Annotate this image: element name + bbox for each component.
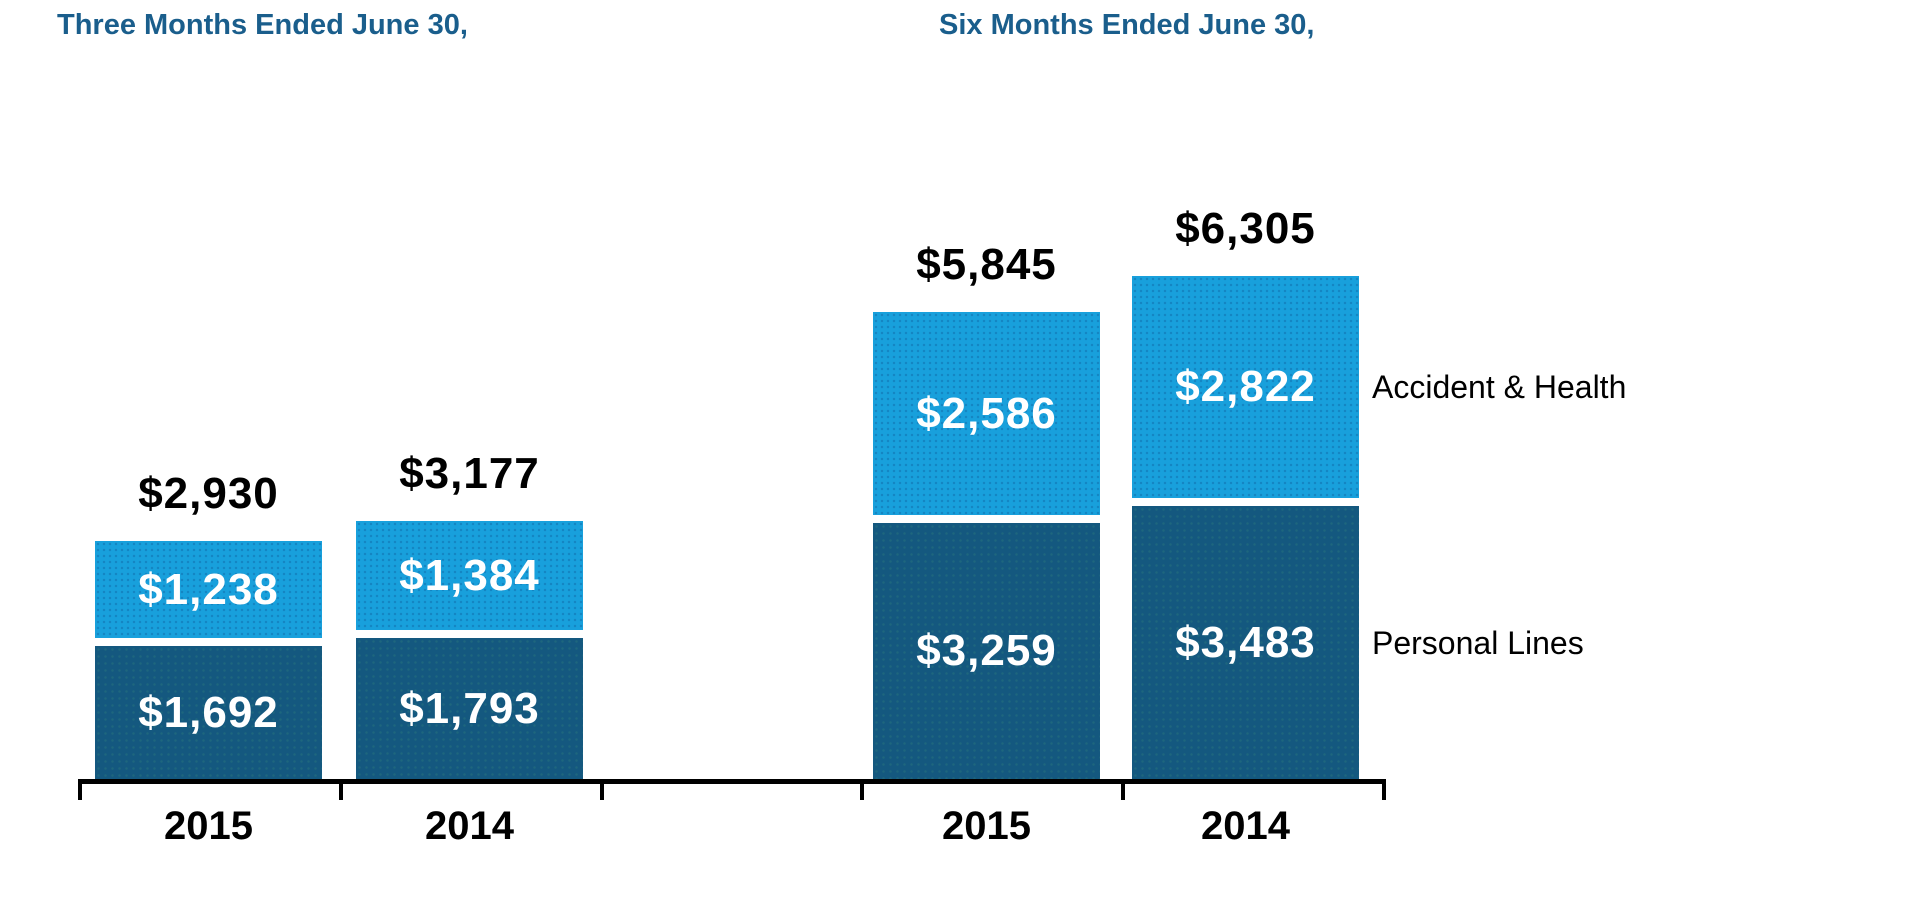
x-axis-tick (600, 784, 604, 800)
bar-total-label: $2,930 (138, 469, 279, 518)
bar-segment-accident-health-2014-group1: $1,384 (356, 521, 583, 630)
x-axis-tick (1121, 784, 1125, 800)
x-axis-tick (860, 784, 864, 800)
legend-personal-lines-label: Personal Lines (1372, 625, 1584, 661)
x-axis-label-2015-group1: 2015 (164, 804, 253, 848)
segment-value-label: $2,822 (1175, 362, 1316, 411)
x-axis-label-2015-group2: 2015 (942, 804, 1031, 848)
legend-accident-health-label: Accident & Health (1372, 369, 1627, 405)
x-axis-tick (1382, 784, 1386, 800)
bar-segment-accident-health-2014-group2: $2,822 (1132, 276, 1359, 498)
bar-total-label: $3,177 (399, 449, 540, 498)
x-axis-tick (78, 784, 82, 800)
segment-value-label: $3,259 (916, 626, 1057, 675)
bar-segment-accident-health-2015-group2: $2,586 (873, 312, 1100, 515)
x-axis-line (78, 779, 1386, 784)
bar-segment-personal-lines-2015-group1: $1,692 (95, 646, 322, 779)
bar-total-label: $6,305 (1175, 204, 1316, 253)
bar-segment-personal-lines-2014-group2: $3,483 (1132, 506, 1359, 779)
bar-segment-personal-lines-2014-group1: $1,793 (356, 638, 583, 779)
segment-value-label: $1,384 (399, 550, 540, 600)
segment-value-label: $2,586 (916, 388, 1057, 438)
chart-title-six-months: Six Months Ended June 30, (939, 9, 1315, 41)
bar-segment-accident-health-2015-group1: $1,238 (95, 541, 322, 638)
x-axis-tick (339, 784, 343, 800)
x-axis-label-2014-group1: 2014 (425, 804, 514, 848)
x-axis-label-2014-group2: 2014 (1201, 804, 1290, 848)
bar-segment-personal-lines-2015-group2: $3,259 (873, 523, 1100, 779)
segment-value-label: $1,793 (399, 683, 540, 733)
chart-title-three-months: Three Months Ended June 30, (57, 9, 468, 41)
segment-value-label: $1,692 (138, 687, 279, 737)
segment-value-label: $1,238 (138, 564, 279, 614)
bar-total-label: $5,845 (916, 240, 1057, 289)
segment-value-label: $3,483 (1175, 617, 1316, 667)
